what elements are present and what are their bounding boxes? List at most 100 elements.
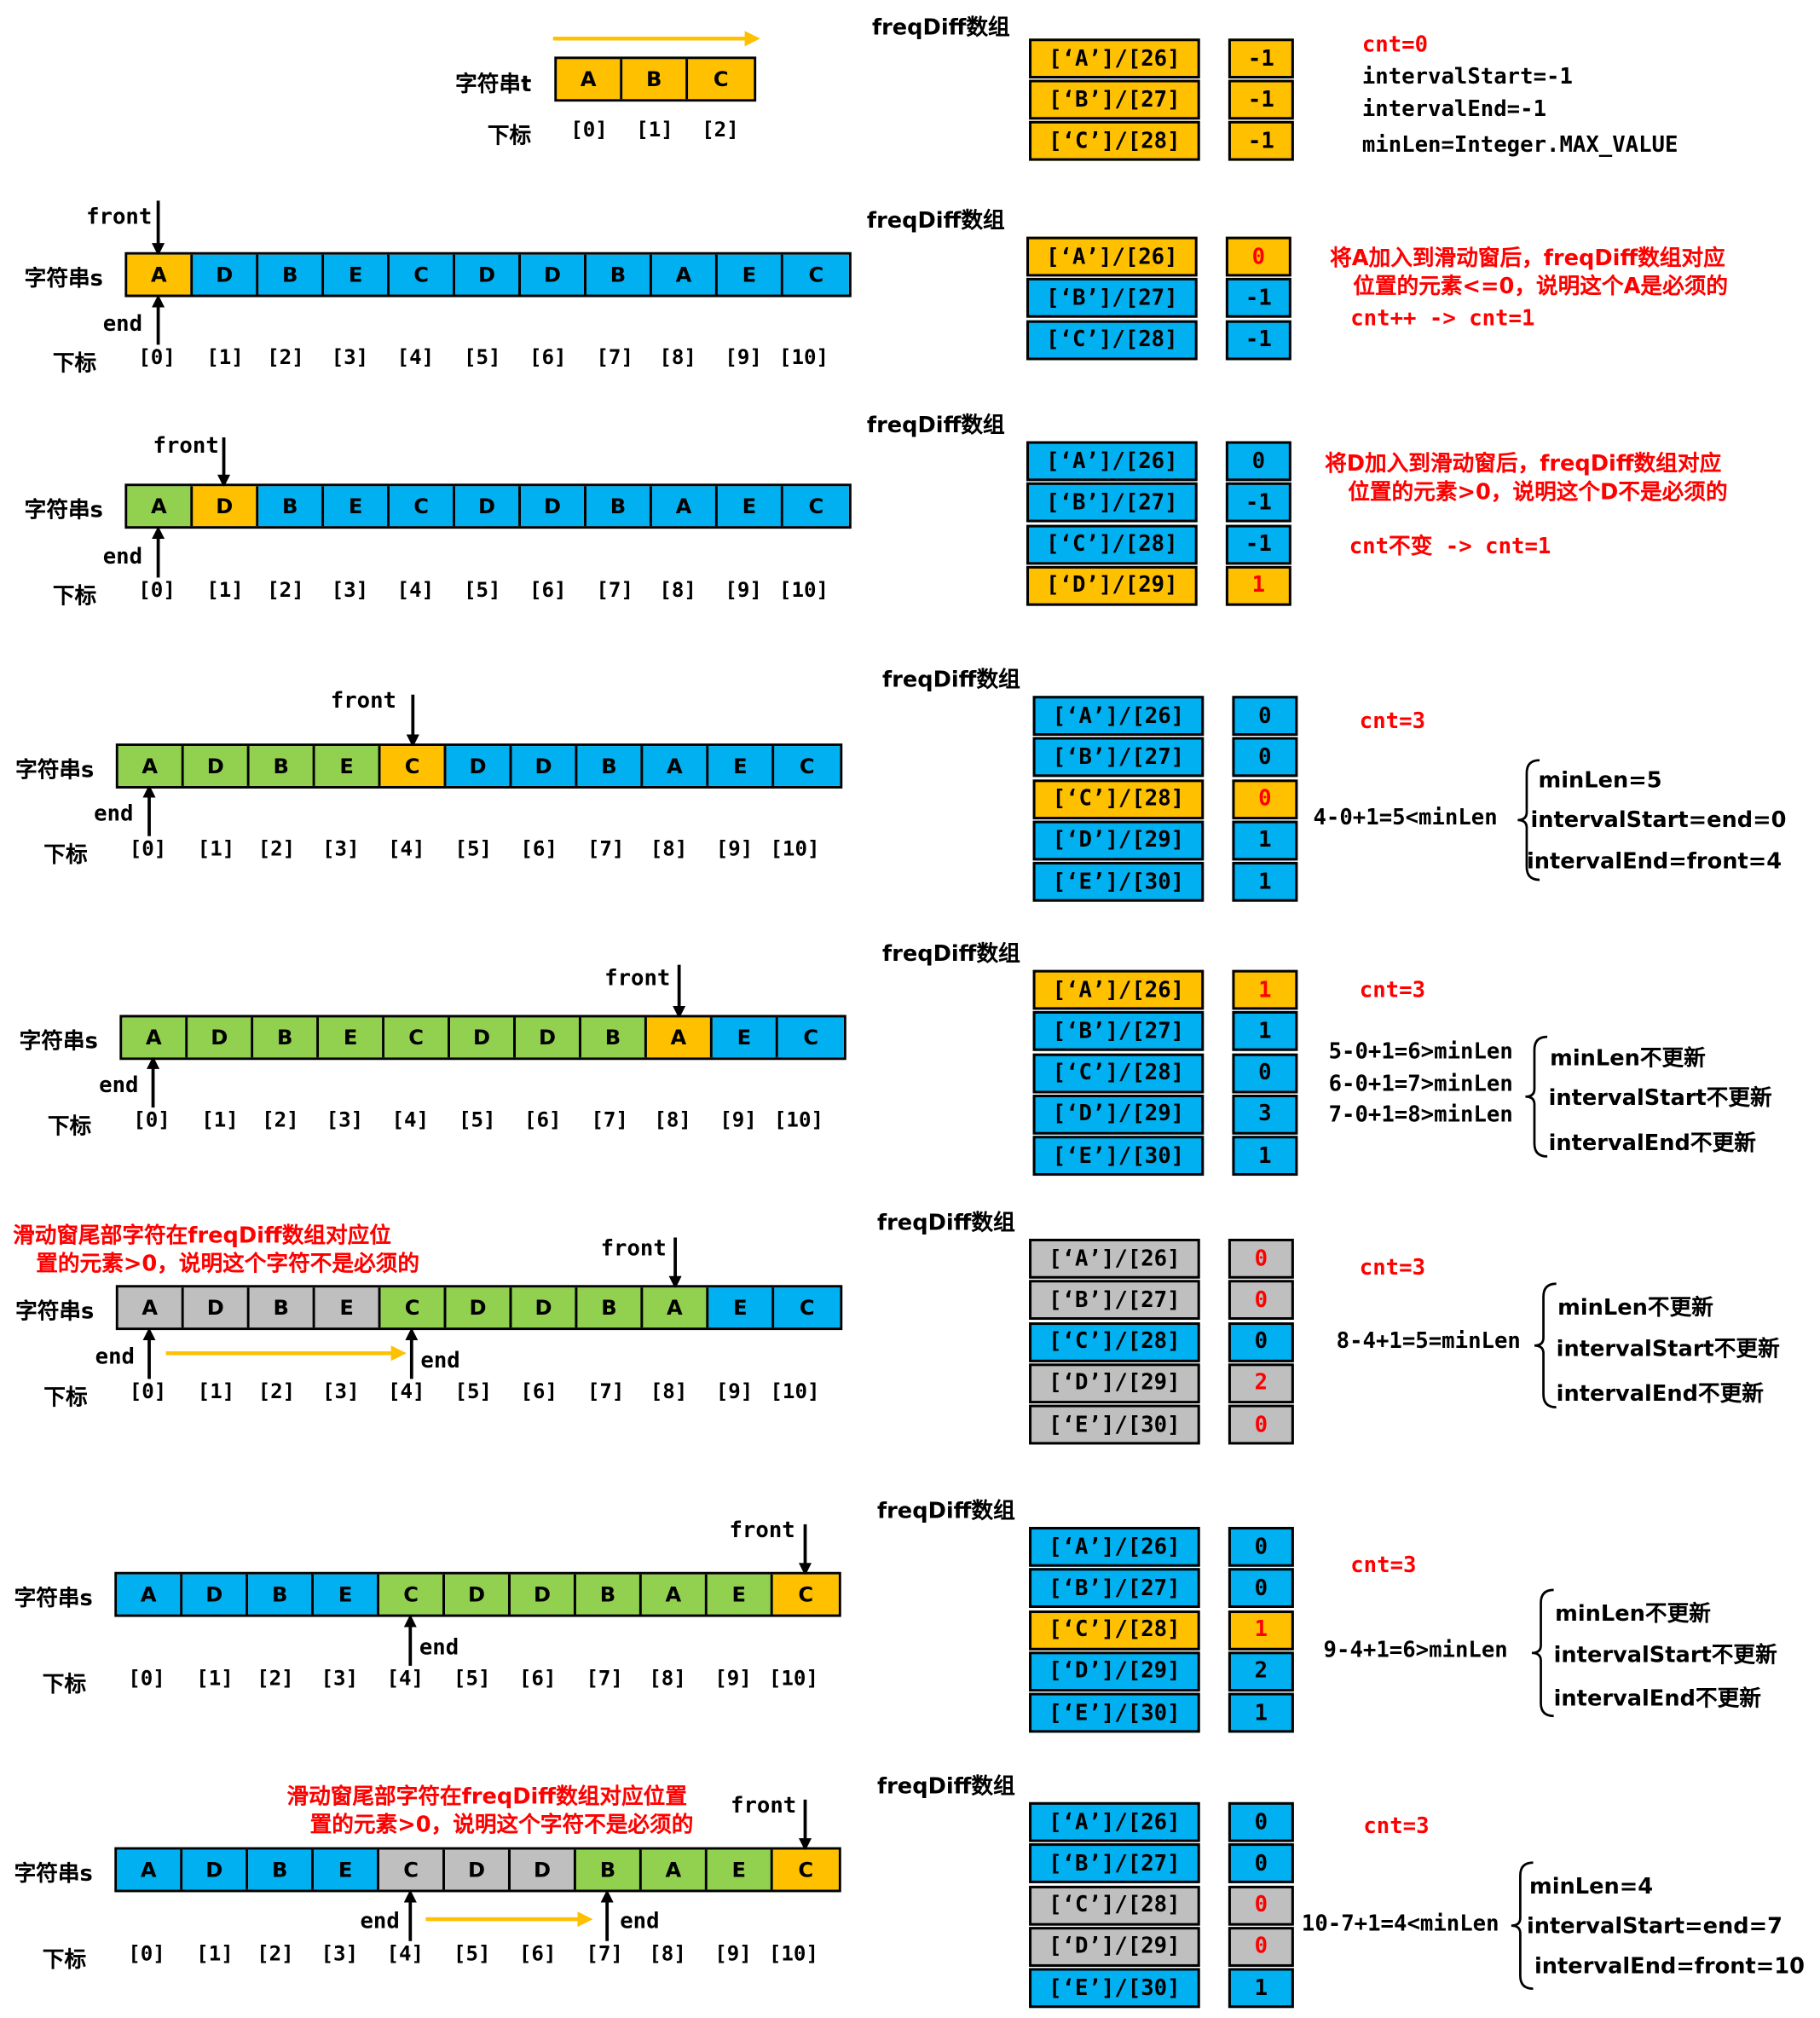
s-index: [0]	[138, 577, 176, 603]
s-cell: C	[380, 746, 447, 786]
freq-value: 2	[1228, 1651, 1294, 1691]
freq-key: [‘C’]/[28]	[1032, 1053, 1205, 1093]
s-index: [4]	[386, 1940, 425, 1966]
freq-key: [‘A’]/[26]	[1029, 1238, 1200, 1279]
freq-value: 0	[1232, 778, 1298, 819]
step-note: 置的元素>0，说明这个字符不是必须的	[309, 1812, 694, 1839]
s-cell: D	[521, 254, 587, 295]
s-index: [0]	[128, 1940, 165, 1966]
result-line: intervalEnd不更新	[1556, 1381, 1764, 1408]
result-brace	[1517, 759, 1540, 882]
freq-key: [‘A’]/[26]	[1032, 969, 1205, 1010]
s-cell: A	[118, 1287, 184, 1328]
s-index: [2]	[267, 577, 304, 603]
result-line: intervalStart不更新	[1548, 1085, 1772, 1112]
s-index: [8]	[649, 1665, 686, 1691]
s-cell: D	[183, 746, 250, 786]
freq-title: freqDiff数组	[877, 1773, 1015, 1800]
freq-value: -1	[1225, 523, 1291, 564]
s-index: [5]	[454, 1379, 493, 1404]
step-note: 置的元素>0，说明这个字符不是必须的	[36, 1252, 419, 1278]
s-cell: B	[577, 1287, 644, 1328]
t-index: [1]	[636, 117, 673, 142]
s-index: [4]	[387, 1379, 425, 1404]
s-index: [7]	[596, 344, 634, 370]
s-cell: A	[651, 486, 718, 527]
freq-key: [‘C’]/[28]	[1032, 778, 1205, 819]
length-calc: 4-0+1=5<minLen	[1313, 805, 1498, 831]
result-line: intervalEnd=front=10	[1534, 1953, 1805, 1980]
s-index: [5]	[463, 344, 501, 370]
s-index: [10]	[778, 577, 829, 603]
s-index: [3]	[331, 577, 369, 603]
s-cell: D	[445, 1849, 511, 1890]
result-brace	[1531, 1588, 1554, 1718]
length-calc: 5-0+1=6>minLen	[1328, 1039, 1513, 1066]
s-index: [4]	[396, 577, 435, 603]
t-index: [2]	[702, 117, 739, 142]
s-cell: E	[324, 254, 390, 295]
s-cell: E	[315, 746, 381, 786]
state-var: intervalEnd=-1	[1361, 96, 1547, 123]
s-index: [3]	[321, 1940, 359, 1966]
freq-value: 0	[1228, 1843, 1294, 1884]
freq-key: [‘B’]/[27]	[1029, 1280, 1200, 1321]
s-index: [3]	[321, 1665, 359, 1691]
s-cell: B	[248, 1849, 315, 1890]
freq-key: [‘B’]/[27]	[1026, 483, 1198, 523]
s-cell: D	[511, 746, 578, 786]
s-cell: C	[384, 1017, 451, 1058]
result-line: minLen=4	[1528, 1874, 1654, 1900]
freq-key: [‘A’]/[26]	[1032, 696, 1205, 737]
freq-value: 0	[1232, 696, 1298, 737]
freq-value: 0	[1228, 1321, 1294, 1362]
s-cell: E	[319, 1017, 385, 1058]
freq-key: [‘A’]/[26]	[1026, 441, 1198, 482]
freq-title: freqDiff数组	[877, 1498, 1015, 1524]
freq-value: 1	[1232, 1011, 1298, 1052]
string-s-label: 字符串s	[24, 497, 103, 524]
freq-value: 0	[1228, 1927, 1294, 1967]
s-cell: A	[127, 254, 194, 295]
freq-value: 0	[1228, 1280, 1294, 1321]
s-index: [9]	[714, 1665, 752, 1691]
s-cell: D	[516, 1017, 581, 1058]
freq-value: -1	[1225, 483, 1291, 523]
s-cell: D	[446, 1287, 512, 1328]
freq-key: [‘C’]/[28]	[1029, 1885, 1200, 1926]
s-index: [5]	[453, 1940, 491, 1966]
s-index: [0]	[129, 836, 167, 861]
step-note: 将A加入到滑动窗后，freqDiff数组对应	[1330, 246, 1725, 272]
result-line: minLen=5	[1538, 767, 1662, 794]
cnt-status: cnt不变 -> cnt=1	[1349, 534, 1551, 560]
s-cell: E	[314, 1849, 380, 1890]
s-index: [5]	[454, 836, 493, 861]
s-cell: E	[324, 486, 390, 527]
s-index: [2]	[257, 1665, 294, 1691]
string-s-label: 字符串s	[19, 1029, 98, 1055]
freq-title: freqDiff数组	[871, 15, 1010, 42]
string-s-label: 字符串s	[15, 757, 95, 783]
freq-value: 1	[1228, 1968, 1294, 2009]
s-index: [4]	[386, 1665, 425, 1691]
s-cell: A	[646, 1017, 713, 1058]
index-label: 下标	[42, 1672, 87, 1698]
freq-value: 1	[1232, 969, 1298, 1010]
end-pointer-label: end	[360, 1909, 400, 1935]
index-label: 下标	[52, 583, 97, 610]
freq-key: [‘E’]/[30]	[1029, 1692, 1200, 1733]
s-index: [8]	[650, 836, 688, 861]
s-cell: E	[717, 486, 783, 527]
freq-key: [‘C’]/[28]	[1029, 1610, 1200, 1651]
s-index: [7]	[586, 836, 625, 861]
cnt-status: cnt=3	[1359, 977, 1426, 1003]
front-pointer-label: front	[600, 1235, 667, 1263]
freq-key: [‘E’]/[30]	[1032, 1136, 1205, 1177]
step-note: 位置的元素>0，说明这个D不是必须的	[1348, 479, 1728, 506]
freq-value: 0	[1228, 1526, 1294, 1567]
freq-key: [‘C’]/[28]	[1029, 1321, 1200, 1362]
freq-key: [‘D’]/[29]	[1029, 1927, 1200, 1967]
